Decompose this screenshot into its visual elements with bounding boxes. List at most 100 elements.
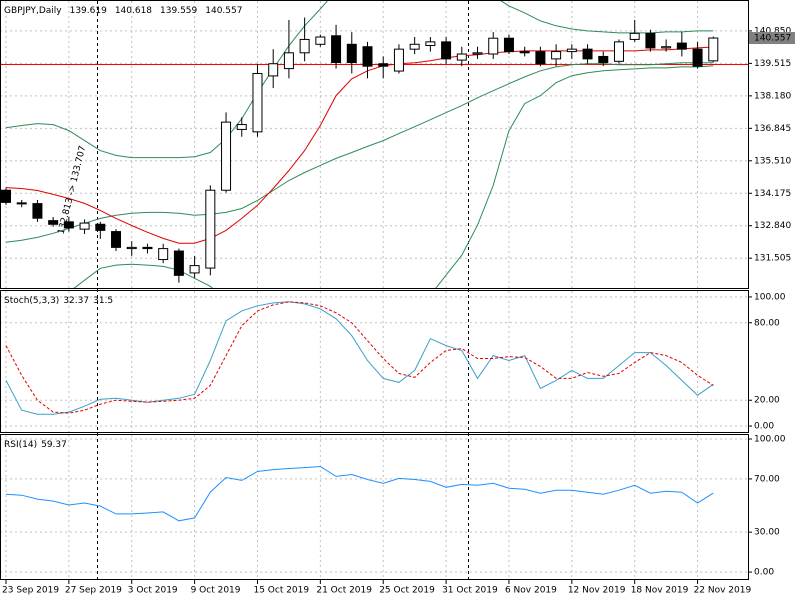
candle-body [441, 41, 452, 60]
candle-body [283, 52, 294, 70]
candle-body [16, 202, 27, 205]
x-tick-label: 21 Oct 2019 [316, 586, 372, 596]
candle-body [488, 37, 499, 55]
candle-body [613, 41, 624, 62]
candle-body [189, 265, 200, 274]
candle-body [32, 203, 43, 219]
candle-body [79, 222, 90, 230]
x-tick-label: 12 Nov 2019 [568, 586, 626, 596]
x-tick-label: 31 Oct 2019 [442, 586, 498, 596]
y-tick-label: 0.00 [754, 568, 774, 578]
candle-body [346, 43, 357, 64]
x-tick-label: 22 Nov 2019 [694, 586, 752, 596]
y-tick-label: 131.505 [754, 254, 791, 264]
y-tick-label: 70.00 [754, 474, 780, 484]
candle-body [299, 38, 310, 54]
main-panel-frame [0, 0, 749, 289]
panel [1, 435, 748, 579]
header-low: 139.559 [160, 6, 197, 16]
candle-body [315, 36, 326, 45]
indicator-line [5, 62, 714, 243]
candle-body [425, 41, 436, 47]
y-tick-label: 136.845 [754, 124, 791, 134]
candle-body [268, 63, 279, 77]
indicator-header: Stoch(5,3,3) 32.37 31.5 [4, 296, 113, 306]
candle-body [1, 189, 11, 203]
x-tick-label: 27 Sep 2019 [65, 586, 122, 596]
x-tick-label: 23 Sep 2019 [2, 586, 59, 596]
y-tick-label: 80.00 [754, 318, 780, 328]
candle-body [63, 221, 74, 229]
indicator-line [73, 65, 714, 288]
indicator-title: Stoch(5,3,3) [4, 296, 59, 306]
candle-body [95, 223, 106, 231]
y-tick-label: 138.180 [754, 91, 791, 101]
candle-body [535, 51, 546, 65]
indicator-line [5, 1, 714, 159]
candle-body [456, 53, 467, 61]
candle-body [598, 55, 609, 64]
x-tick-label: 25 Oct 2019 [379, 586, 435, 596]
candle-body [378, 63, 389, 67]
indicator-line [5, 301, 714, 414]
stoch-panel-frame [0, 290, 749, 433]
candle-body [252, 72, 263, 133]
y-tick-label: 135.510 [754, 156, 791, 166]
candle-body [645, 32, 656, 49]
candle-body [111, 231, 122, 248]
candle-body [661, 46, 672, 49]
y-tick-label: 100.00 [754, 292, 786, 302]
x-tick-label: 3 Oct 2019 [128, 586, 178, 596]
candle-body [692, 48, 703, 67]
indicator-value: 59.37 [41, 440, 67, 450]
y-tick-label: 30.00 [754, 528, 780, 538]
candle-body [708, 37, 719, 62]
candle-body [236, 124, 247, 130]
x-tick-label: 18 Nov 2019 [631, 586, 689, 596]
y-tick-label: 0.00 [754, 422, 774, 432]
candle-body [393, 48, 404, 72]
candle-body [519, 51, 530, 54]
price-tag [749, 32, 795, 45]
panel [1, 291, 748, 432]
candle-body [126, 246, 137, 250]
candle-body [142, 246, 153, 250]
rsi-panel-frame [0, 434, 749, 580]
candle-body [362, 46, 373, 67]
y-tick-label: 139.515 [754, 59, 791, 69]
indicator-line [5, 46, 714, 244]
indicator-value: 31.5 [93, 296, 113, 306]
y-tick-label: 134.175 [754, 189, 791, 199]
candle-body [48, 220, 59, 225]
candle-body [566, 48, 577, 53]
header-close: 140.557 [205, 6, 242, 16]
indicator-title: RSI(14) [4, 440, 37, 450]
chart-header: GBPJPY,Daily 139.619 140.618 139.559 140.557 [4, 6, 242, 16]
candle-body [472, 52, 483, 55]
candle-body [676, 42, 687, 50]
candle-body [205, 189, 216, 269]
candle-body [503, 37, 514, 53]
candle-body [629, 32, 640, 40]
indicator-value: 32.37 [63, 296, 89, 306]
header-high: 140.618 [115, 6, 152, 16]
indicator-line [5, 465, 714, 522]
header-open: 139.619 [70, 6, 107, 16]
symbol: GBPJPY,Daily [4, 6, 62, 16]
x-tick-label: 6 Nov 2019 [505, 586, 557, 596]
indicator-header: RSI(14) 59.37 [4, 440, 67, 450]
x-tick-label: 9 Oct 2019 [191, 586, 241, 596]
candle-body [158, 248, 169, 261]
candle-body [331, 35, 342, 64]
candle-body [551, 51, 562, 60]
price-tag-label: 140.557 [754, 34, 791, 44]
y-tick-label: 140.850 [754, 26, 791, 36]
x-tick-label: 15 Oct 2019 [253, 586, 309, 596]
candle-body [582, 48, 593, 60]
y-tick-label: 132.840 [754, 221, 791, 231]
indicator-line [5, 301, 714, 415]
candle-body [221, 121, 232, 191]
